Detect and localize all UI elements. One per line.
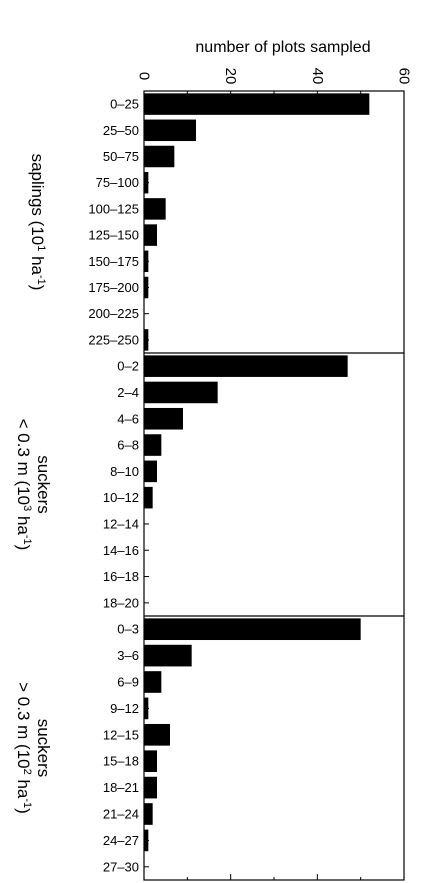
bar-3-1 <box>144 618 361 641</box>
bar-2-2 <box>144 381 218 404</box>
bar-3-9 <box>144 829 149 852</box>
category-label: 21–24 <box>103 807 139 822</box>
category-label: 10–12 <box>103 490 139 505</box>
category-label: 12–14 <box>103 516 139 531</box>
bar-1-2 <box>144 119 196 142</box>
bar-3-6 <box>144 750 157 773</box>
bar-1-10 <box>144 329 149 351</box>
category-label: 6–8 <box>117 438 139 453</box>
bar-1-5 <box>144 198 166 220</box>
category-label: 125–150 <box>88 228 139 243</box>
category-label: 18–21 <box>103 780 139 795</box>
group-label-1: saplings (101 ha-1) <box>28 154 47 291</box>
category-label: 9–12 <box>110 701 139 716</box>
bar-3-4 <box>144 697 149 720</box>
plot-frame <box>143 90 405 881</box>
category-label: 8–10 <box>110 464 139 479</box>
bar-2-3 <box>144 407 183 430</box>
bar-1-7 <box>144 250 149 273</box>
category-label: 0–2 <box>117 359 139 374</box>
bar-2-4 <box>144 434 162 456</box>
category-label: 16–18 <box>103 569 139 584</box>
x-axis-label: number of plots sampled <box>195 39 370 56</box>
x-tick-label: 20 <box>222 68 239 85</box>
category-label: 225–250 <box>88 332 139 347</box>
category-label: 0–3 <box>117 622 139 637</box>
bar-2-1 <box>144 355 348 377</box>
x-tick-label: 60 <box>396 68 413 85</box>
category-label: 27–30 <box>103 859 139 874</box>
bar-1-1 <box>144 93 370 115</box>
category-label: 14–16 <box>103 543 139 558</box>
category-label: 15–18 <box>103 754 139 769</box>
bar-1-6 <box>144 224 157 246</box>
bar-3-7 <box>144 776 157 799</box>
category-label: 0–25 <box>110 97 139 112</box>
group-label-3: suckers> 0.3 m (102 ha-1) <box>14 682 53 814</box>
category-label: 175–200 <box>88 280 139 295</box>
bar-3-5 <box>144 723 170 746</box>
category-label: 50–75 <box>103 149 139 164</box>
x-tick-label: 40 <box>309 68 326 85</box>
bar-2-6 <box>144 486 153 509</box>
bar-3-3 <box>144 671 162 693</box>
bar-1-8 <box>144 276 149 299</box>
category-label: 18–20 <box>103 595 139 610</box>
category-label: 4–6 <box>117 411 139 426</box>
bar-1-3 <box>144 145 175 168</box>
category-label: 3–6 <box>117 648 139 663</box>
plot-area: 0 20 40 60 0–25 25–50 50–75 75–100 100–125 125–15… <box>14 68 413 881</box>
category-label: 2–4 <box>117 385 139 400</box>
category-label: 150–175 <box>88 254 139 269</box>
group-label-2: suckers< 0.3 m (103 ha-1) <box>14 419 53 551</box>
category-label: 100–125 <box>88 201 139 216</box>
category-label: 24–27 <box>103 833 139 848</box>
bar-1-4 <box>144 171 149 194</box>
category-label: 6–9 <box>117 675 139 690</box>
bar-3-8 <box>144 803 153 825</box>
bar-2-5 <box>144 460 157 483</box>
category-label: 200–225 <box>88 306 139 321</box>
category-label: 12–15 <box>103 727 139 742</box>
category-label: 75–100 <box>96 175 139 190</box>
bar-3-2 <box>144 644 192 667</box>
x-tick-label: 0 <box>136 72 153 80</box>
category-label: 25–50 <box>103 123 139 138</box>
